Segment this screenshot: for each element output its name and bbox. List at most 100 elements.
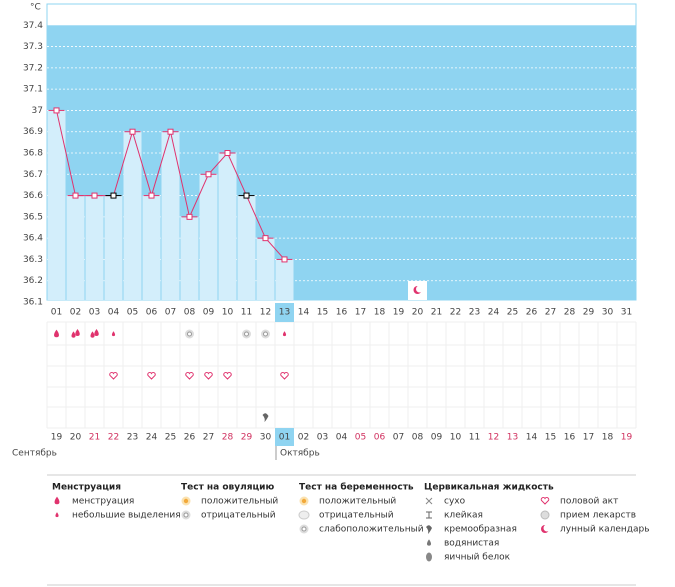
icon-heart — [147, 372, 156, 380]
icon-heart — [204, 372, 213, 380]
x-tick-label: 07 — [165, 308, 176, 318]
marker — [53, 107, 60, 114]
x-tick-label: 27 — [545, 308, 556, 318]
x-tick-label: 10 — [222, 308, 234, 318]
icon-test — [263, 331, 268, 337]
date-label: 01 — [279, 433, 290, 443]
y-tick-label: 37.4 — [23, 21, 43, 31]
y-tick-label: 36.9 — [23, 127, 43, 137]
legend-item: отрицательный — [201, 511, 276, 521]
x-tick-label: 18 — [374, 308, 386, 318]
icon-moon — [543, 524, 551, 532]
icon-pill — [540, 510, 550, 520]
month-label: Сентябрь — [12, 449, 57, 459]
x-tick-label: 02 — [70, 308, 81, 318]
date-label: 06 — [374, 433, 386, 443]
x-tick-label: 19 — [393, 308, 405, 318]
today-box — [275, 428, 294, 446]
icon-drop — [111, 331, 116, 337]
y-tick-label: 36.8 — [23, 149, 43, 159]
icon-sticky — [426, 511, 432, 519]
x-tick-label: 15 — [317, 308, 328, 318]
date-label: 12 — [488, 433, 499, 443]
marker — [262, 235, 269, 242]
y-tick-label: 36.6 — [23, 191, 43, 201]
date-label: 26 — [184, 433, 196, 443]
icon-test — [183, 512, 189, 518]
bar — [161, 131, 180, 300]
bar — [256, 238, 275, 300]
date-label: 16 — [564, 433, 576, 443]
bar — [85, 195, 104, 300]
x-tick-label: 25 — [507, 308, 518, 318]
x-tick-label: 17 — [355, 308, 366, 318]
icon-cream — [262, 413, 269, 422]
legend-item: прием лекарств — [560, 511, 636, 521]
y-tick-label: 36.2 — [23, 276, 43, 286]
icon-test — [183, 498, 189, 504]
icon-heart — [223, 372, 232, 380]
date-label: 09 — [431, 433, 443, 443]
icon-cream — [426, 525, 432, 534]
y-tick-label: 36.7 — [23, 170, 43, 180]
icon-drop — [54, 329, 59, 338]
bar — [199, 174, 218, 300]
x-tick-label: 23 — [469, 308, 480, 318]
y-tick-label: 36.5 — [23, 212, 43, 222]
x-tick-label: 09 — [203, 308, 215, 318]
x-tick-label: 04 — [108, 308, 120, 318]
x-tick-label: 11 — [241, 308, 252, 318]
date-label: 25 — [165, 433, 176, 443]
x-tick-label: 24 — [488, 308, 500, 318]
icon-test — [187, 331, 192, 337]
marker — [129, 128, 136, 135]
bar — [66, 195, 85, 300]
date-label: 18 — [602, 433, 614, 443]
marker — [167, 128, 174, 135]
icon-test — [301, 526, 307, 532]
legend-title: Тест на овуляцию — [181, 483, 274, 493]
x-tick-label: 26 — [526, 308, 538, 318]
x-tick-label: 12 — [260, 308, 271, 318]
date-label: 08 — [412, 433, 424, 443]
x-tick-label: 22 — [450, 308, 461, 318]
bar — [142, 195, 161, 300]
icon-heart — [109, 372, 118, 380]
date-label: 21 — [89, 433, 100, 443]
y-tick-label: 36.1 — [23, 298, 43, 308]
date-label: 14 — [526, 433, 538, 443]
legend-item: клейкая — [444, 511, 483, 521]
icon-heart — [540, 497, 550, 505]
x-tick-label: 21 — [431, 308, 442, 318]
month-label: Октябрь — [280, 449, 320, 459]
date-label: 17 — [583, 433, 594, 443]
date-label: 15 — [545, 433, 556, 443]
x-tick-label: 29 — [583, 308, 595, 318]
icon-drop — [54, 496, 60, 505]
x-tick-label: 03 — [89, 308, 100, 318]
y-tick-label: 37.2 — [23, 63, 43, 73]
x-tick-label: 05 — [127, 308, 138, 318]
icon-moon — [416, 285, 423, 293]
legend-item: половой акт — [560, 497, 618, 507]
marker — [243, 192, 250, 199]
icon-egg — [426, 552, 432, 562]
bar — [123, 131, 142, 300]
marker — [91, 192, 98, 199]
date-label: 24 — [146, 433, 158, 443]
icon-heart — [280, 372, 289, 380]
marker — [148, 192, 155, 199]
y-tick-label: 37 — [32, 106, 43, 116]
legend-item: отрицательный — [319, 511, 394, 521]
x-tick-label: 13 — [279, 308, 290, 318]
legend-title: Менструация — [52, 483, 121, 493]
x-tick-label: 30 — [602, 308, 614, 318]
y-tick-label: 37.1 — [23, 85, 43, 95]
icon-heart — [185, 372, 194, 380]
legend-title: Цервикальная жидкость — [424, 483, 554, 493]
date-label: 23 — [127, 433, 138, 443]
legend-item: положительный — [201, 497, 278, 507]
date-label: 19 — [621, 433, 633, 443]
marker — [72, 192, 79, 199]
